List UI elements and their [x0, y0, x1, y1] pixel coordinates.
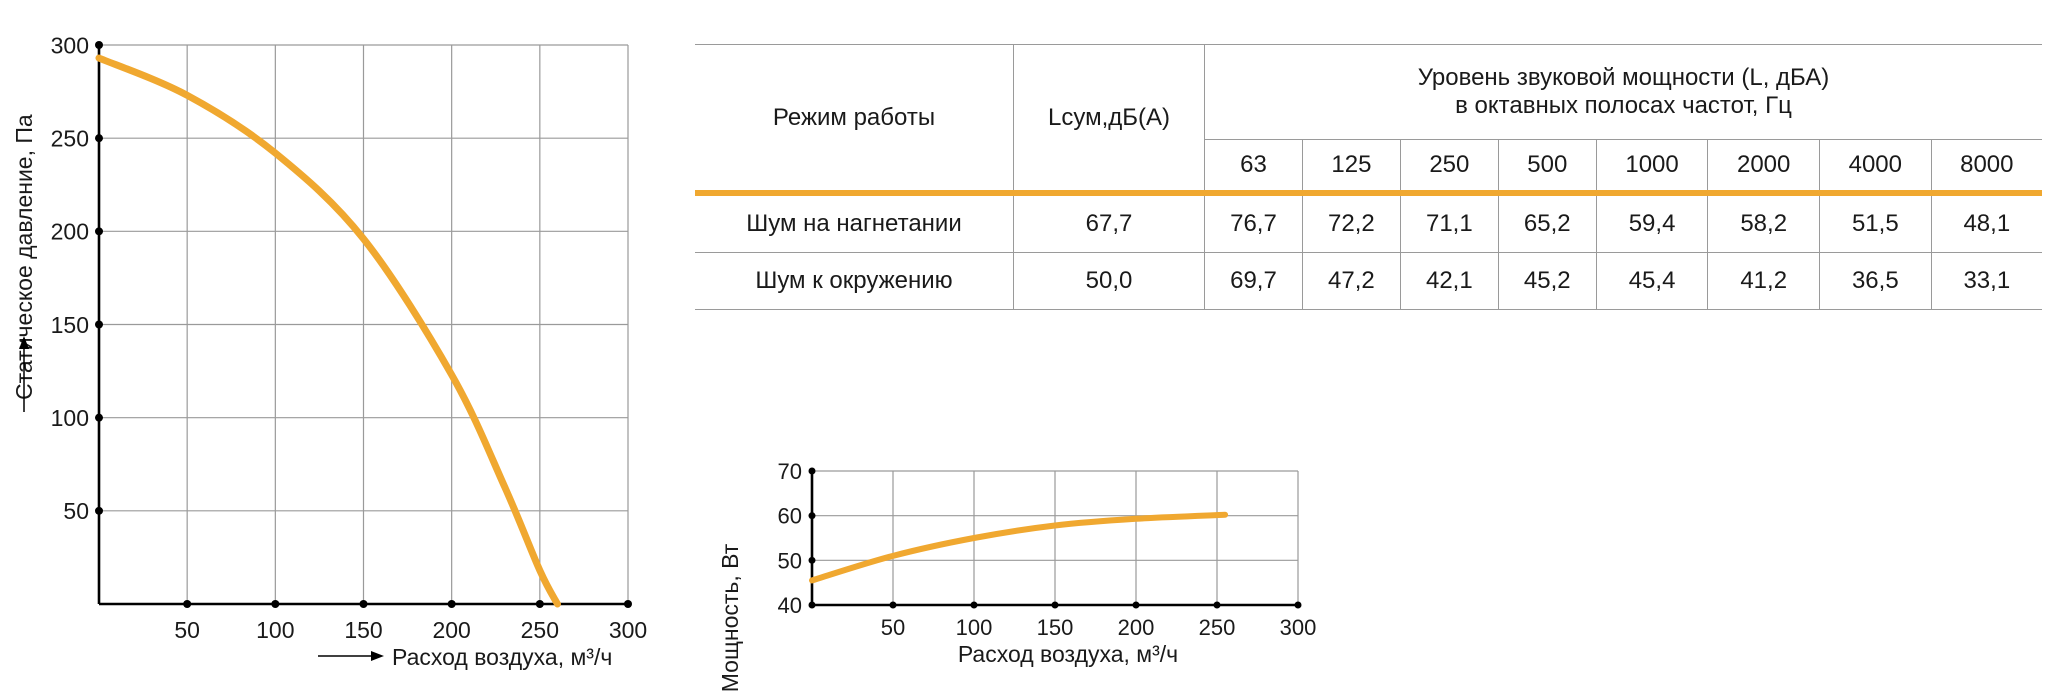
- power-grid: [812, 470, 1299, 605]
- header-mode: Режим работы: [695, 44, 1014, 196]
- y-tick-label: 250: [51, 125, 89, 151]
- row-value: 36,5: [1819, 252, 1932, 310]
- x-tick-label: 150: [344, 617, 382, 643]
- power-ticks: 50 100 150 200 250 300 40 50 60 70: [778, 459, 1317, 640]
- header-band: 2000: [1707, 139, 1820, 196]
- x-tick-dot: [183, 600, 192, 608]
- header-band: 1000: [1596, 139, 1709, 196]
- header-band: 4000: [1819, 139, 1932, 196]
- row-value: 72,2: [1302, 193, 1401, 253]
- row-value: 71,1: [1400, 193, 1499, 253]
- x-tick-dot: [271, 600, 280, 608]
- header-band: 125: [1302, 139, 1401, 196]
- x-tick-label: 50: [174, 617, 200, 643]
- x-tick-label: 50: [881, 615, 905, 640]
- arrow-up-icon: [19, 336, 29, 412]
- x-tick-dot: [1213, 601, 1221, 609]
- header-band: 250: [1400, 139, 1499, 196]
- table-row: Шум к окружению 50,0 69,7 47,2 42,1 45,2…: [695, 252, 2042, 310]
- x-tick-dot: [1051, 601, 1059, 609]
- x-tick-dot: [447, 600, 456, 608]
- x-tick-label: 300: [1280, 615, 1317, 640]
- y-tick-dot: [95, 227, 103, 236]
- row-lsum: 67,7: [1013, 193, 1205, 253]
- x-tick-dot: [970, 601, 978, 609]
- y-tick-dot: [95, 41, 103, 49]
- x-tick-dot: [1132, 601, 1140, 609]
- row-value: 45,2: [1498, 252, 1597, 310]
- x-tick-label: 150: [1037, 615, 1074, 640]
- x-tick-dot: [1294, 601, 1302, 609]
- noise-table: Режим работы Lсум,дБ(А) Уровень звуковой…: [695, 44, 2042, 310]
- y-tick-label: 50: [63, 498, 89, 524]
- row-lsum: 50,0: [1013, 252, 1205, 310]
- power-curve: [809, 511, 1229, 584]
- arrow-right-icon: [318, 651, 384, 661]
- row-value: 41,2: [1707, 252, 1820, 310]
- pressure-grid: [99, 44, 629, 604]
- power-xlabel: Расход воздуха, м³/ч: [958, 641, 1178, 667]
- x-tick-dot: [535, 600, 544, 608]
- y-tick-label: 150: [51, 312, 89, 338]
- row-mode: Шум к окружению: [695, 252, 1014, 310]
- x-tick-dot: [359, 600, 368, 608]
- row-value: 65,2: [1498, 193, 1597, 253]
- x-tick-label: 250: [521, 617, 559, 643]
- pressure-curve: [95, 54, 561, 608]
- y-tick-label: 70: [778, 459, 802, 484]
- row-value: 45,4: [1596, 252, 1709, 310]
- y-tick-label: 60: [778, 504, 802, 529]
- header-group: Уровень звуковой мощности (L, дБА) в окт…: [1204, 44, 2042, 140]
- y-tick-dot: [95, 134, 103, 143]
- x-tick-label: 100: [956, 615, 993, 640]
- row-value: 33,1: [1931, 252, 2042, 310]
- y-tick-label: 40: [778, 593, 802, 618]
- x-tick-label: 200: [432, 617, 470, 643]
- x-tick-dot: [624, 600, 632, 608]
- y-tick-label: 100: [51, 405, 89, 431]
- y-tick-dot: [808, 556, 816, 564]
- row-value: 59,4: [1596, 193, 1709, 253]
- power-chart: 50 100 150 200 250 300 40 50 60 70 Мощность, Вт Р…: [717, 459, 1317, 692]
- header-band: 8000: [1931, 139, 2042, 196]
- y-tick-label: 200: [51, 219, 89, 245]
- row-value: 47,2: [1302, 252, 1401, 310]
- x-tick-dot: [889, 601, 897, 609]
- x-tick-label: 300: [609, 617, 647, 643]
- header-band: 500: [1498, 139, 1597, 196]
- y-tick-label: 50: [778, 548, 802, 573]
- x-tick-label: 200: [1118, 615, 1155, 640]
- pressure-ticks: 50 100 150 200 250 300 50 100 150 200 250 300: [51, 32, 648, 643]
- header-group-subtitle: в октавных полосах частот, Гц: [1455, 92, 1792, 119]
- table-row: Шум на нагнетании 67,7 76,7 72,2 71,1 65…: [695, 193, 2042, 253]
- y-tick-dot: [95, 413, 103, 422]
- row-value: 69,7: [1204, 252, 1303, 310]
- y-tick-dot: [95, 506, 103, 515]
- y-tick-dot: [808, 467, 816, 475]
- header-lsum: Lсум,дБ(А): [1013, 44, 1205, 196]
- row-value: 76,7: [1204, 193, 1303, 253]
- y-tick-dot: [95, 320, 103, 329]
- x-tick-label: 250: [1199, 615, 1236, 640]
- header-band: 63: [1204, 139, 1303, 196]
- header-group-title: Уровень звуковой мощности (L, дБА): [1417, 64, 1830, 91]
- row-value: 51,5: [1819, 193, 1932, 253]
- row-mode: Шум на нагнетании: [695, 193, 1014, 253]
- row-value: 48,1: [1931, 193, 2042, 253]
- x-tick-label: 100: [256, 617, 294, 643]
- power-ylabel: Мощность, Вт: [717, 543, 743, 692]
- y-tick-label: 300: [51, 32, 89, 58]
- row-value: 58,2: [1707, 193, 1820, 253]
- y-tick-dot: [808, 512, 816, 520]
- y-tick-dot: [808, 601, 816, 609]
- pressure-xlabel: Расход воздуха, м³/ч: [392, 644, 612, 670]
- row-value: 42,1: [1400, 252, 1499, 310]
